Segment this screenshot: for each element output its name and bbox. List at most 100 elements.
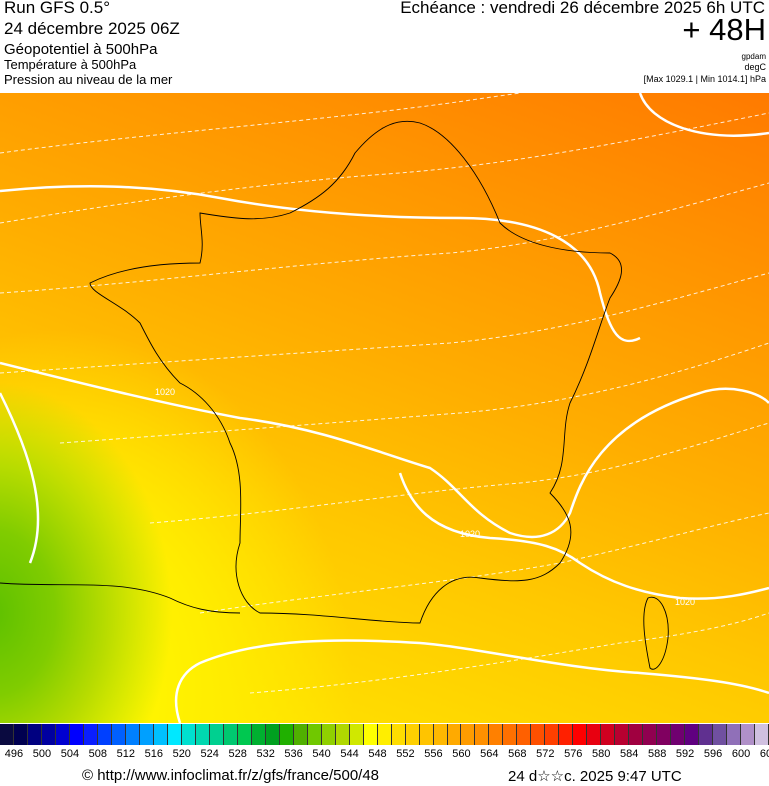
colorbar-cell — [643, 724, 658, 745]
colorbar-label: 508 — [88, 748, 108, 760]
colorbar-cell — [223, 724, 238, 745]
colorbar-cell — [447, 724, 462, 745]
colorbar-cell — [671, 724, 686, 745]
run-title: Run GFS 0.5° — [4, 0, 111, 17]
colorbar-cell — [559, 724, 574, 745]
colorbar-label: 576 — [564, 748, 583, 760]
colorbar-cell — [503, 724, 518, 745]
colorbar-cell — [125, 724, 140, 745]
colorbar-cell — [475, 724, 490, 745]
colorbar-label: 600 — [731, 748, 751, 760]
colorbar-label: 504 — [60, 748, 80, 760]
colorbar-cell — [629, 724, 644, 745]
colorbar-cell — [209, 724, 224, 745]
isobar-label: 1020 — [460, 529, 480, 539]
colorbar-label: 560 — [452, 748, 471, 760]
colorbar-label: 532 — [256, 748, 275, 760]
colorbar-cell — [615, 724, 630, 745]
colorbar-label: 588 — [647, 748, 667, 760]
isobar-label: 1020 — [155, 387, 175, 397]
lead-time: + 48H — [682, 12, 766, 47]
colorbar-label: 552 — [396, 748, 415, 760]
colorbar-label: 564 — [480, 748, 499, 760]
colorbar-cell — [713, 724, 728, 745]
colorbar-cell — [405, 724, 420, 745]
colorbar-cell — [335, 724, 350, 745]
colorbar-cell — [657, 724, 672, 745]
colorbar-cell — [167, 724, 182, 745]
field-temperature: Température à 500hPa — [4, 57, 137, 72]
colorbar-cell — [321, 724, 336, 745]
field-geopotential: Géopotentiel à 500hPa — [4, 41, 158, 58]
colorbar-cell — [251, 724, 266, 745]
colorbar-cell — [41, 724, 56, 745]
colorbar-cell — [489, 724, 504, 745]
colorbar-label: 568 — [508, 748, 527, 760]
colorbar-cell — [531, 724, 546, 745]
colorbar-cell — [349, 724, 364, 745]
field-pressure: Pression au niveau de la mer — [4, 72, 173, 87]
colorbar-label: 512 — [116, 748, 136, 760]
colorbar-cell — [97, 724, 112, 745]
unit-degc: degC — [744, 62, 766, 72]
unit-gpdam: gpdam — [741, 52, 766, 61]
france-outline — [0, 120, 669, 670]
colorbar-label: 592 — [675, 748, 695, 760]
colorbar-cell — [195, 724, 210, 745]
colorbar-cell — [741, 724, 756, 745]
colorbar-cell — [265, 724, 280, 745]
colorbar-cell — [363, 724, 378, 745]
colorbar-cell — [139, 724, 154, 745]
forecast-time: Echéance : vendredi 26 décembre 2025 6h … — [400, 0, 765, 17]
colorbar-cell — [111, 724, 126, 745]
colorbar-label: 528 — [228, 748, 247, 760]
colorbar-cell — [461, 724, 476, 745]
colorbar-cell — [55, 724, 70, 745]
colorbar-cell — [153, 724, 168, 745]
colorbar-cell — [573, 724, 588, 745]
colorbar-cell — [13, 724, 28, 745]
colorbar — [0, 724, 769, 745]
map-overlay: 1020 1020 1020 — [0, 93, 769, 723]
colorbar-label: 500 — [32, 748, 52, 760]
colorbar-label: 496 — [4, 748, 24, 760]
colorbar-label: 580 — [592, 748, 611, 760]
colorbar-cell — [0, 724, 14, 745]
colorbar-cell — [699, 724, 714, 745]
colorbar-cell — [307, 724, 322, 745]
colorbar-label: 572 — [536, 748, 555, 760]
colorbar-cell — [279, 724, 294, 745]
colorbar-label: 516 — [144, 748, 163, 760]
colorbar-label: 596 — [703, 748, 723, 760]
source-url[interactable]: © http://www.infoclimat.fr/z/gfs/france/… — [82, 767, 380, 784]
colorbar-cell — [685, 724, 700, 745]
colorbar-cell — [433, 724, 448, 745]
colorbar-cell — [237, 724, 252, 745]
colorbar-cell — [377, 724, 392, 745]
colorbar-label: 520 — [172, 748, 191, 760]
pressure-isobars — [0, 93, 769, 723]
colorbar-label: 544 — [340, 748, 359, 760]
colorbar-cell — [545, 724, 560, 745]
colorbar-cell — [601, 724, 616, 745]
temperature-isotherms — [0, 93, 769, 694]
colorbar-cell — [517, 724, 532, 745]
colorbar-cell — [727, 724, 742, 745]
run-date: 24 décembre 2025 06Z — [4, 19, 180, 38]
colorbar-cell — [69, 724, 84, 745]
colorbar-labels: 496 500 504 508 512 516 520 524 528 532 536 540 544 5… — [0, 748, 769, 762]
colorbar-cell — [755, 724, 769, 745]
colorbar-cell — [181, 724, 196, 745]
colorbar-cell — [83, 724, 98, 745]
colorbar-cell — [27, 724, 42, 745]
colorbar-label: 536 — [284, 748, 303, 760]
colorbar-cell — [419, 724, 434, 745]
colorbar-label: 584 — [619, 748, 639, 760]
colorbar-cell — [391, 724, 406, 745]
colorbar-label: 556 — [424, 748, 443, 760]
colorbar-label: 540 — [312, 748, 331, 760]
generated-time: 24 d☆☆c. 2025 9:47 UTC — [508, 768, 682, 785]
colorbar-label: 604 — [759, 748, 769, 760]
colorbar-cell — [587, 724, 602, 745]
colorbar-cell — [293, 724, 308, 745]
